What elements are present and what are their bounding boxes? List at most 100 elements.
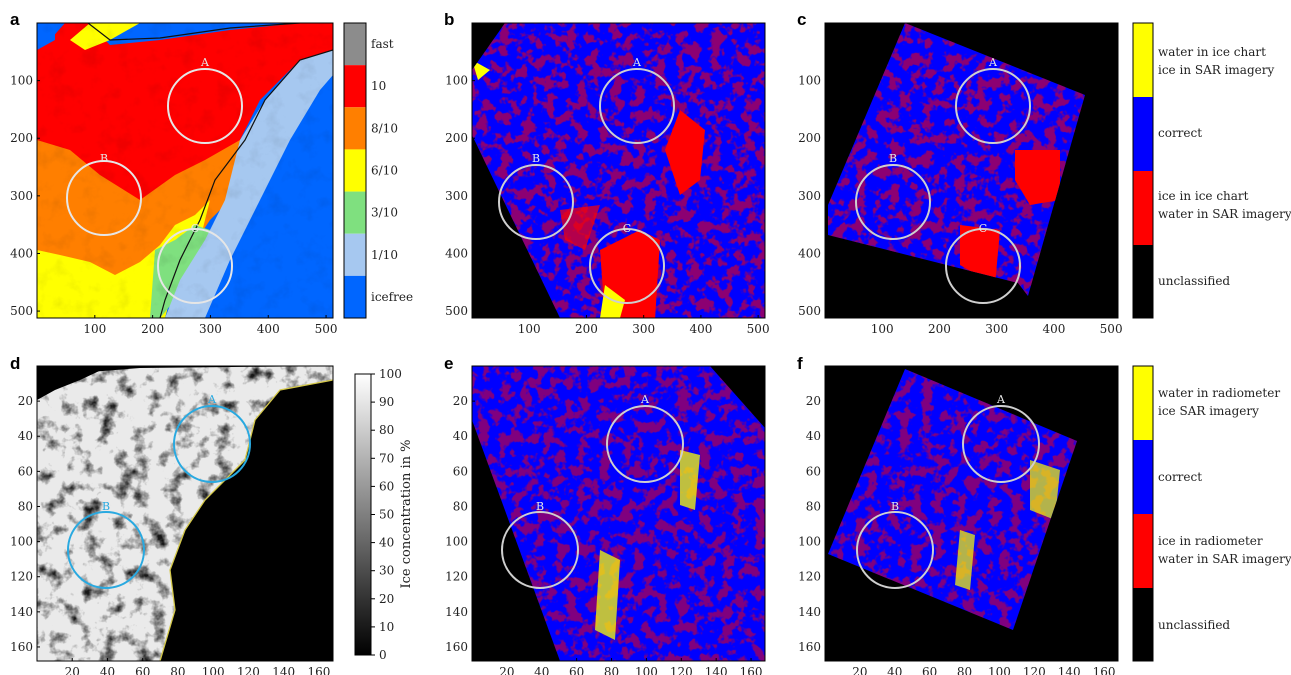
y-tick-label: 200: [798, 131, 821, 145]
letter-b: B: [536, 500, 544, 513]
legend-label: 6/10: [371, 164, 398, 178]
y-tick-label: 120: [10, 570, 33, 584]
y-tick-label: 60: [806, 464, 821, 478]
y-tick-label: 20: [18, 394, 33, 408]
legend-swatch: [344, 149, 366, 192]
x-tick-label: 120: [237, 665, 260, 675]
legend-label: ice in ice chart: [1158, 189, 1249, 203]
letter-c: C: [191, 222, 199, 235]
legend-label: 8/10: [371, 121, 398, 135]
panel-label-e: e: [444, 354, 454, 373]
axis-ticks: 100 100 200 200 300 300 400 400 500 500 100 100 200 2…: [10, 74, 1122, 675]
x-tick-label: 20: [852, 665, 867, 675]
y-tick-label: 80: [806, 499, 821, 513]
x-tick-label: 60: [569, 665, 584, 675]
y-tick-label: 200: [10, 131, 33, 145]
legend-label: water in ice chart: [1158, 45, 1266, 59]
y-tick-label: 120: [445, 570, 468, 584]
y-tick-label: 100: [445, 74, 468, 88]
x-tick-label: 40: [100, 665, 115, 675]
circle-a-panel-e: [606, 405, 684, 483]
legend-label: 10: [371, 79, 386, 93]
y-tick-label: 60: [18, 464, 33, 478]
x-tick-label: 400: [689, 322, 712, 336]
y-tick-label: 500: [798, 304, 821, 318]
y-tick-label: 200: [445, 131, 468, 145]
x-tick-label: 40: [534, 665, 549, 675]
legend-label: icefree: [371, 290, 413, 304]
x-tick-label: 20: [499, 665, 514, 675]
legend-label: correct: [1158, 470, 1202, 484]
panel-f-comparison-map: [824, 365, 1119, 662]
circle-b-panel-e: [501, 511, 579, 589]
colorbar-tick-label: 80: [379, 423, 394, 437]
legend-swatch: [344, 65, 366, 108]
y-tick-label: 100: [798, 535, 821, 549]
panel-label-d: d: [10, 354, 21, 373]
panel-label-c: c: [797, 10, 807, 29]
circle-a-panel-a: [167, 68, 243, 144]
x-tick-label: 100: [202, 665, 225, 675]
circle-letters: A B C A B C A B C A B A B A B: [100, 56, 1006, 513]
legend-ice-chart: fast 10 8/10 6/10 3/10 1/10 icefree: [343, 22, 413, 319]
legend-label: ice in radiometer: [1158, 534, 1263, 548]
x-tick-label: 100: [83, 322, 106, 336]
legend-label: fast: [371, 37, 394, 51]
y-tick-label: 40: [806, 429, 821, 443]
letter-b: B: [889, 152, 897, 165]
panel-d-radiometer-map: [36, 365, 334, 662]
x-tick-label: 100: [635, 665, 658, 675]
x-tick-label: 80: [957, 665, 972, 675]
x-tick-label: 500: [1100, 322, 1123, 336]
x-tick-label: 120: [670, 665, 693, 675]
legend-label: unclassified: [1158, 274, 1230, 288]
legend-label: correct: [1158, 126, 1202, 140]
legend-swatch: [344, 107, 366, 150]
colorbar-tick-label: 10: [379, 620, 394, 634]
y-tick-label: 300: [10, 189, 33, 203]
colorbar-tick-label: 40: [379, 536, 394, 550]
panel-label-b: b: [444, 10, 455, 29]
x-tick-label: 140: [705, 665, 728, 675]
letter-a: A: [640, 393, 650, 406]
x-tick-label: 160: [307, 665, 330, 675]
circle-c-panel-c: [945, 228, 1021, 304]
x-tick-label: 300: [632, 322, 655, 336]
circle-b-panel-c: [855, 164, 931, 240]
legend-swatch: [344, 275, 366, 318]
panel-e-comparison-map: [471, 365, 766, 662]
letter-a: A: [200, 56, 210, 69]
colorbar-tick-label: 20: [379, 592, 394, 606]
y-tick-label: 20: [806, 394, 821, 408]
colorbar-label: Ice concentration in %: [399, 440, 414, 589]
y-tick-label: 400: [798, 246, 821, 260]
x-tick-label: 200: [928, 322, 951, 336]
circle-c-panel-b: [589, 228, 665, 304]
circle-a-panel-f: [962, 405, 1040, 483]
letter-b: B: [532, 152, 540, 165]
y-tick-label: 80: [18, 499, 33, 513]
panel-a-ice-chart: [36, 22, 334, 319]
x-tick-label: 400: [257, 322, 280, 336]
x-tick-label: 500: [747, 322, 770, 336]
letter-b: B: [891, 500, 899, 513]
y-tick-label: 120: [798, 570, 821, 584]
letter-a: A: [632, 56, 642, 69]
legend-label: 1/10: [371, 248, 398, 262]
letter-a: A: [988, 56, 998, 69]
legend-label: unclassified: [1158, 618, 1230, 632]
y-tick-label: 140: [10, 605, 33, 619]
x-tick-label: 400: [1042, 322, 1065, 336]
circle-c-panel-a: [157, 228, 233, 304]
colorbar-tick-label: 100: [379, 367, 402, 381]
panel-label-a: a: [10, 10, 20, 29]
y-tick-label: 160: [10, 640, 33, 654]
x-tick-label: 300: [199, 322, 222, 336]
legend-swatch: [344, 23, 366, 66]
y-tick-label: 140: [798, 605, 821, 619]
x-tick-label: 100: [988, 665, 1011, 675]
y-tick-label: 140: [445, 605, 468, 619]
y-tick-label: 160: [798, 640, 821, 654]
y-tick-label: 400: [10, 246, 33, 260]
